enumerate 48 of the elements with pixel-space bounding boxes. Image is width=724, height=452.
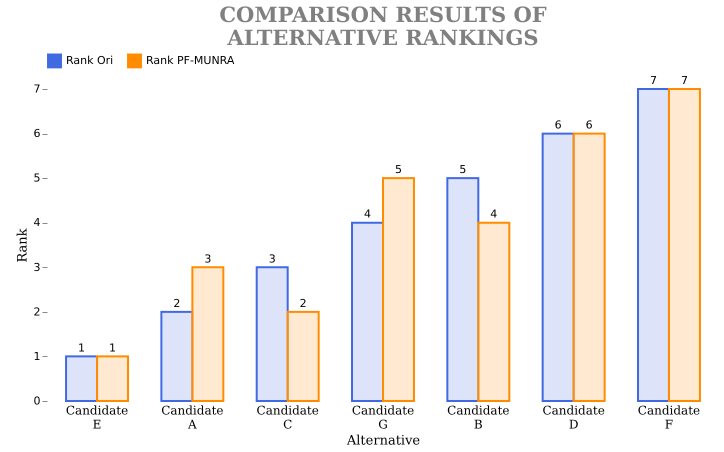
bar [191, 266, 224, 402]
y-tick-label: 7 [34, 82, 40, 96]
bar [65, 355, 98, 402]
bar [96, 355, 130, 402]
data-label: 2 [300, 296, 307, 310]
x-axis-title: Alternative [346, 434, 420, 448]
data-label: 6 [586, 118, 593, 132]
data-label: 2 [173, 296, 180, 310]
data-label: 4 [364, 208, 372, 221]
bar [636, 88, 670, 402]
data-label: 5 [394, 163, 402, 176]
x-tick-label: Candidate A [161, 404, 224, 432]
bar [572, 132, 606, 402]
y-tick-label: 1 [34, 350, 40, 363]
y-tick-label: 4 [34, 216, 40, 230]
y-tick-label: 0 [34, 394, 40, 408]
y-tick-label: 3 [34, 260, 40, 274]
x-tick-label: Candidate D [542, 404, 605, 432]
data-label: 6 [554, 118, 562, 132]
x-tick-label: Candidate B [447, 404, 510, 432]
data-label: 7 [680, 74, 688, 87]
x-tick-label: Candidate E [66, 404, 128, 432]
x-tick-label: Candidate G [352, 404, 414, 432]
data-label: 4 [490, 208, 498, 221]
y-tick-label: 2 [34, 305, 40, 318]
bar [382, 177, 415, 402]
chart-title: COMPARISON RESULTS OF ALTERNATIVE RANKINGS [219, 2, 547, 50]
y-tick-label: 5 [34, 172, 40, 185]
y-axis-title: Rank [16, 228, 30, 263]
data-label: 7 [650, 74, 657, 87]
legend-label: Rank PF-MUNRA [146, 54, 235, 67]
bar [542, 132, 575, 402]
data-label: 3 [268, 252, 276, 266]
data-label: 3 [204, 252, 212, 266]
legend-label: Rank Ori [66, 54, 114, 67]
data-label: 5 [459, 163, 466, 176]
bar [160, 310, 194, 402]
bar [477, 222, 510, 402]
bar [668, 88, 701, 402]
bar [256, 266, 289, 402]
bar [351, 222, 384, 402]
data-label: 1 [78, 341, 86, 354]
bar [286, 310, 320, 402]
bar [446, 177, 480, 402]
x-tick-label: Candidate F [638, 404, 700, 432]
data-label: 1 [109, 341, 116, 354]
x-tick-label: Candidate C [256, 404, 319, 432]
y-tick-label: 6 [34, 127, 40, 140]
